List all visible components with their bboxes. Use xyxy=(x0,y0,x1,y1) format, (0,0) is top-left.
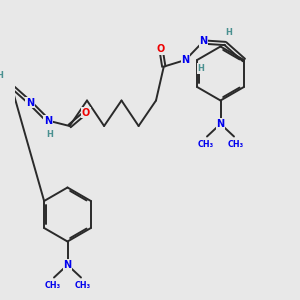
Text: CH₃: CH₃ xyxy=(44,281,61,290)
Text: H: H xyxy=(46,130,53,139)
Text: N: N xyxy=(216,119,225,129)
Text: CH₃: CH₃ xyxy=(227,140,244,149)
Text: N: N xyxy=(26,98,34,108)
Text: CH₃: CH₃ xyxy=(197,140,214,149)
Text: O: O xyxy=(82,107,90,118)
Text: H: H xyxy=(0,71,3,80)
Text: N: N xyxy=(63,260,72,270)
Text: N: N xyxy=(199,36,207,46)
Text: O: O xyxy=(157,44,165,54)
Text: H: H xyxy=(225,28,232,37)
Text: N: N xyxy=(44,116,52,126)
Text: CH₃: CH₃ xyxy=(74,281,91,290)
Text: N: N xyxy=(181,55,189,65)
Text: H: H xyxy=(197,64,204,73)
